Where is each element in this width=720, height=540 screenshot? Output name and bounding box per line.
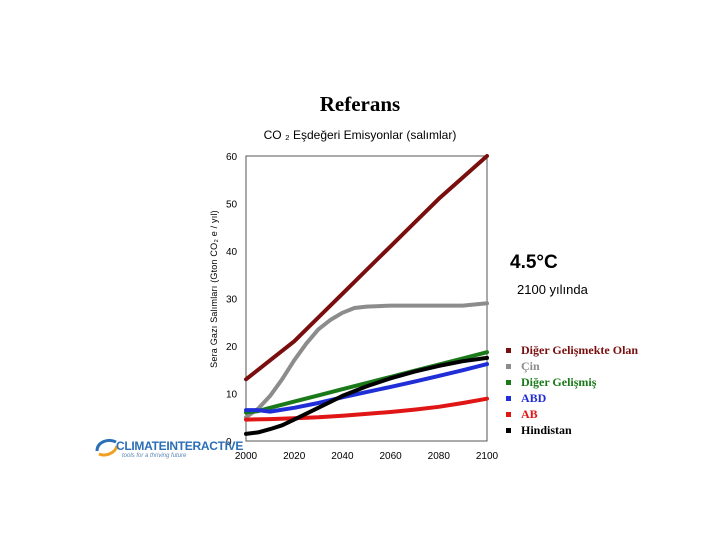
chart-legend: Diğer Gelişmekte Olan Çin Diğer Gelişmiş AB…	[506, 342, 638, 438]
temperature-annotation: 4.5°C	[510, 252, 558, 273]
logo-word-interactive: INTERACTIVE	[166, 439, 244, 453]
chart-subtitle: CO ₂ Eşdeğeri Emisyonlar (salımlar)	[263, 128, 457, 142]
legend-swatch	[506, 395, 511, 401]
legend-item: Hindistan	[506, 422, 638, 438]
legend-item: Diğer Gelişmiş	[506, 374, 638, 390]
y-tick-label: 30	[226, 295, 238, 306]
logo-tagline: tools for a thriving future	[122, 453, 187, 459]
x-tick-label: 2080	[428, 451, 451, 462]
series-line-1	[244, 301, 489, 420]
plot-frame	[245, 155, 488, 442]
legend-swatch	[506, 363, 511, 369]
x-tick-label: 2060	[379, 451, 402, 462]
legend-label: Diğer Gelişmiş	[521, 375, 597, 389]
y-axis-ticks: 0 10 20 30 40 50 60	[226, 152, 238, 448]
legend-label: Hindistan	[521, 423, 572, 437]
series-line-5	[244, 355, 489, 436]
legend-swatch	[506, 347, 511, 353]
legend-item: ABD	[506, 390, 638, 406]
legend-item: Çin	[506, 358, 638, 374]
x-tick-label: 2040	[331, 451, 354, 462]
y-tick-label: 60	[226, 152, 238, 163]
series-line-0	[244, 154, 489, 382]
legend-label: Çin	[521, 359, 540, 373]
legend-label: ABD	[521, 391, 547, 405]
x-tick-label: 2020	[283, 451, 306, 462]
x-axis-ticks: 2000 2020 2040 2060 2080 2100	[235, 451, 499, 462]
y-tick-label: 0	[226, 437, 232, 448]
y-tick-label: 50	[226, 200, 238, 211]
chart-title: Referans	[319, 92, 401, 116]
x-tick-label: 2100	[476, 451, 499, 462]
legend-swatch	[506, 379, 511, 385]
series-line-3	[244, 362, 489, 414]
logo-word-climate: CLIMATE	[116, 439, 167, 453]
y-tick-label: 40	[226, 247, 238, 258]
legend-swatch	[506, 427, 511, 433]
x-tick-label: 2000	[235, 451, 258, 462]
series-lines	[244, 154, 489, 436]
legend-item: Diğer Gelişmekte Olan	[506, 342, 638, 358]
y-tick-label: 20	[226, 342, 238, 353]
legend-item: AB	[506, 406, 638, 422]
series-line-4	[244, 396, 489, 422]
year-annotation: 2100 yılında	[517, 282, 588, 297]
y-tick-label: 10	[226, 390, 238, 401]
legend-label: Diğer Gelişmekte Olan	[521, 343, 639, 357]
legend-swatch	[506, 411, 511, 417]
legend-label: AB	[521, 407, 538, 421]
climate-interactive-logo: CLIMATEINTERACTIVE tools for a thriving …	[94, 436, 243, 464]
globe-swirl-icon	[95, 438, 119, 457]
